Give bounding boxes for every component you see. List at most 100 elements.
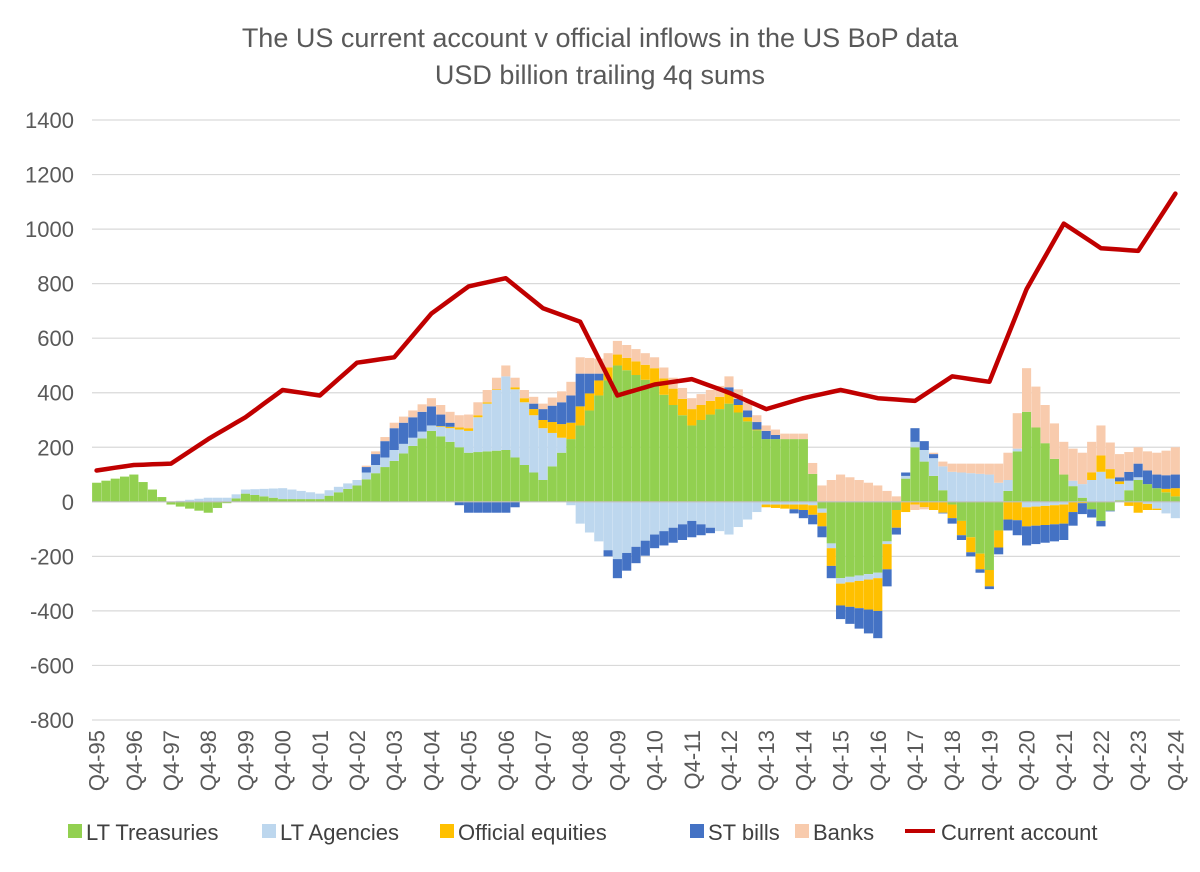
bar-segment (994, 463, 1004, 483)
bar-segment (836, 605, 846, 620)
x-tick-label: Q4-19 (977, 730, 1002, 791)
bar-segment (212, 497, 223, 502)
bar-segment (705, 414, 715, 502)
bar-segment (1031, 525, 1041, 545)
bar-segment (622, 552, 632, 571)
bar-segment (1059, 441, 1069, 475)
bar-segment (780, 439, 790, 502)
bar-segment (677, 387, 688, 399)
bar-segment (631, 501, 641, 547)
bar-segment (752, 501, 762, 513)
bar-segment (584, 393, 595, 411)
bar-segment (984, 463, 994, 475)
bar-segment (687, 520, 697, 538)
bar-segment (1068, 512, 1078, 526)
bar-segment (845, 582, 855, 607)
bar-segment (417, 404, 427, 412)
bar-segment (417, 431, 427, 439)
bar-segment (1152, 488, 1162, 502)
bar-segment (491, 377, 502, 390)
bar-segment (547, 466, 557, 502)
bar-segment (873, 578, 883, 611)
bar-segment (594, 373, 604, 381)
bar-segment (854, 608, 864, 629)
bar-segment (910, 504, 920, 510)
bar-segment (352, 485, 362, 502)
bar-segment (1077, 484, 1087, 498)
bar-segment (659, 367, 669, 379)
bar-segment (863, 609, 874, 634)
x-tick-label: Q4-24 (1163, 730, 1188, 791)
current-account-line-group (94, 191, 1178, 473)
bar-segment (594, 501, 604, 542)
bar-segment (677, 501, 688, 525)
bar-segment (929, 452, 939, 455)
bar-segment (919, 501, 929, 508)
bar-segment (640, 540, 650, 556)
x-tick-label: Q4-09 (605, 730, 630, 791)
bar-segment (1049, 501, 1060, 506)
bar-segment (584, 501, 595, 533)
bar-segment (445, 441, 455, 502)
bar-segment (315, 493, 325, 500)
bar-segment (733, 398, 743, 405)
bar-segment (817, 501, 827, 509)
bar-segment (1114, 477, 1125, 482)
bar-segment (464, 501, 474, 513)
bar-segment (631, 349, 641, 362)
bar-segment (1161, 450, 1171, 476)
bar-segment (250, 495, 260, 502)
bar-segment (873, 572, 883, 579)
bar-segment (473, 415, 483, 418)
bar-segment (1077, 503, 1087, 515)
bar-segment (389, 422, 399, 429)
bar-segment (770, 429, 781, 435)
bar-segment (333, 492, 343, 502)
bar-segment (1124, 480, 1134, 491)
bar-segment (743, 402, 753, 411)
bar-segment (733, 501, 743, 528)
chart-title: The US current account v official inflow… (242, 23, 959, 53)
bar-segment (129, 474, 139, 502)
bar-segment (529, 472, 539, 502)
bar-segment (566, 381, 576, 396)
x-tick-label: Q4-15 (829, 730, 854, 791)
bar-segment (743, 417, 753, 422)
bar-segment (371, 454, 381, 465)
x-tick-label: Q4-07 (531, 730, 556, 791)
bar-segment (1124, 452, 1134, 472)
x-tick-label: Q4-03 (382, 730, 407, 791)
bar-segment (640, 364, 650, 380)
bar-segment (677, 398, 688, 416)
bar-segment (919, 441, 929, 450)
bar-segment (231, 494, 241, 499)
bar-segment (231, 498, 241, 502)
bar-segment (92, 482, 102, 502)
bar-segment (947, 471, 957, 502)
bar-segment (101, 480, 111, 502)
x-tick-label: Q4-98 (196, 730, 221, 791)
current-account-line (94, 191, 1178, 473)
bar-segment (603, 501, 613, 551)
bar-segment (1087, 480, 1097, 502)
bar-segment (901, 472, 911, 476)
bar-segment (947, 504, 957, 519)
bar-segment (380, 437, 390, 442)
bar-segment (1087, 441, 1097, 473)
bar-segment (1003, 490, 1013, 502)
bar-segment (919, 450, 929, 462)
bar-segment (398, 443, 409, 454)
legend-item: Official equities (440, 820, 607, 845)
bar-segment (863, 482, 874, 502)
bar-segment (994, 482, 1004, 502)
bar-segment (854, 480, 864, 502)
bar-segment (594, 358, 604, 374)
bar-segment (575, 373, 585, 407)
bar-segment (956, 520, 967, 536)
bar-segment (529, 415, 539, 473)
bar-segment (426, 430, 436, 502)
bar-segment (947, 501, 957, 505)
bar-segment (557, 437, 567, 453)
bar-segment (901, 475, 911, 479)
bar-segment (612, 354, 622, 366)
